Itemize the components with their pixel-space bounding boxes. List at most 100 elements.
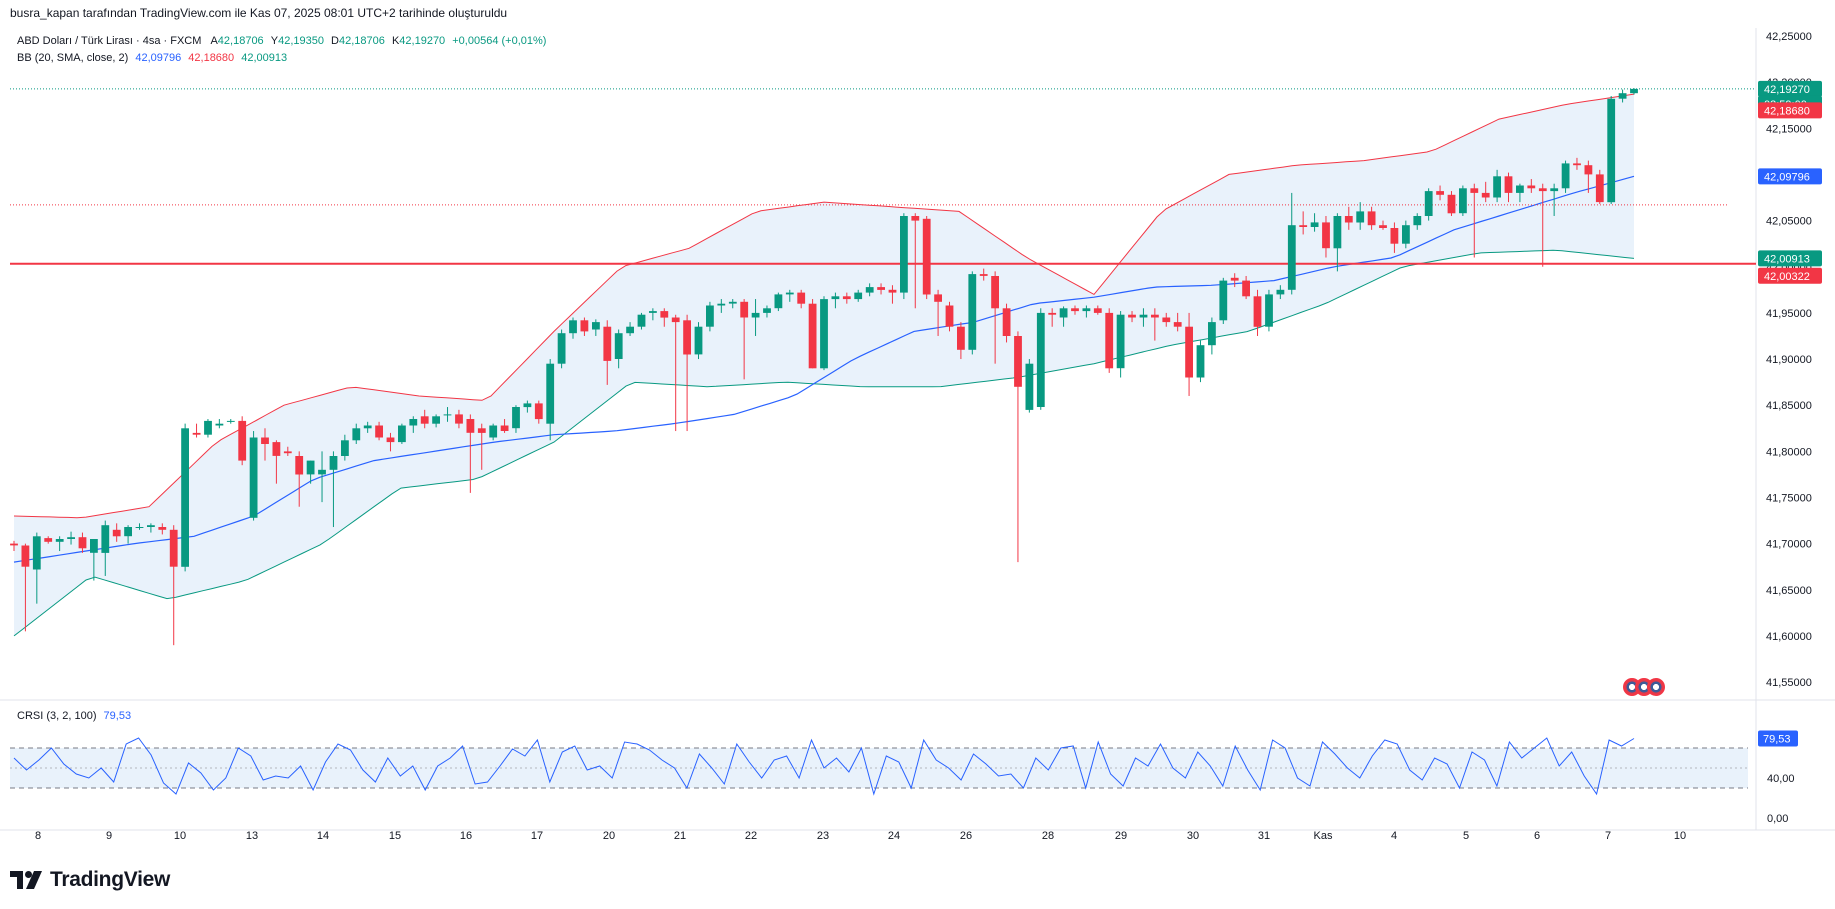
candle-body — [112, 529, 121, 537]
price-tag — [1758, 168, 1822, 185]
candle-body — [569, 320, 577, 334]
economic-events[interactable] — [1623, 678, 1665, 696]
tradingview-logo-icon — [10, 871, 42, 889]
candle-body — [363, 425, 372, 429]
candle-body — [169, 529, 178, 567]
crsi-legend: CRSI (3, 2, 100) 79,53 — [17, 710, 131, 722]
candle-body — [295, 456, 304, 475]
candle-body — [922, 218, 931, 295]
candle-body — [1436, 191, 1444, 195]
candle-body — [192, 432, 201, 435]
price-tick-label: 41,55000 — [1766, 677, 1812, 689]
time-tick-label: 8 — [35, 830, 41, 842]
candle-body — [398, 425, 406, 443]
time-tick-label: 4 — [1391, 830, 1397, 842]
candle-body — [1139, 314, 1148, 318]
candle-body — [888, 289, 897, 293]
candle-body — [1185, 326, 1193, 378]
price-tick-label: 41,70000 — [1766, 539, 1812, 551]
candle-body — [489, 425, 498, 438]
candle-body — [261, 437, 269, 444]
time-tick-label: 10 — [174, 830, 186, 842]
candle-body — [1276, 289, 1285, 295]
candle-body — [728, 301, 737, 304]
close-value: 42,19270 — [399, 35, 446, 47]
candle-body — [1344, 216, 1353, 223]
bb-basis-value: 42,09796 — [135, 52, 182, 64]
candle-body — [147, 525, 155, 527]
candle-body — [877, 287, 885, 290]
time-tick-label: 13 — [246, 830, 258, 842]
candle-body — [614, 333, 623, 359]
candle-body — [10, 543, 18, 546]
candle-body — [272, 442, 281, 456]
candle-body — [1402, 225, 1410, 244]
snapshot-caption: busra_kapan tarafından TradingView.com i… — [10, 6, 508, 20]
candle-body — [797, 292, 806, 304]
candle-body — [637, 314, 646, 327]
candle-body — [785, 292, 794, 295]
price-tick-label: 42,05000 — [1766, 216, 1812, 228]
time-tick-label: 7 — [1605, 830, 1611, 842]
candle-body — [911, 216, 920, 221]
event-flag-icon[interactable] — [1647, 678, 1665, 696]
candle-body — [979, 274, 988, 276]
candle-body — [660, 311, 669, 318]
time-tick-label: 16 — [460, 830, 472, 842]
candle-body — [546, 363, 555, 424]
price-tag-label: 42,18680 — [1764, 105, 1810, 117]
candle-body — [409, 419, 418, 426]
candle-body — [854, 292, 863, 300]
candle-body — [934, 294, 942, 302]
candle-body — [831, 296, 840, 300]
price-tag-label: 42,00322 — [1764, 271, 1810, 283]
time-tick-label: 6 — [1534, 830, 1540, 842]
time-tick-label: Kas — [1314, 830, 1333, 842]
crsi-value: 79,53 — [103, 710, 132, 722]
bb-lower-line — [13, 249, 1635, 637]
candle-body — [124, 527, 132, 537]
candle-body — [78, 537, 87, 549]
candle-body — [135, 527, 144, 528]
candle-body — [694, 326, 703, 355]
candle-body — [671, 317, 680, 323]
time-tick-label: 21 — [674, 830, 686, 842]
time-tick-label: 22 — [745, 830, 757, 842]
time-tick-label: 23 — [817, 830, 829, 842]
candle-body — [318, 469, 326, 475]
candle-body — [341, 440, 349, 456]
symbol-legend: ABD Doları / Türk Lirası · 4sa · FXCM A4… — [17, 35, 546, 47]
candle-body — [477, 428, 486, 433]
candle-body — [1036, 312, 1045, 407]
candle-body — [1242, 280, 1250, 297]
candle-body — [329, 456, 338, 470]
candle-body — [991, 276, 999, 309]
candle-body — [1333, 216, 1342, 249]
crsi-tick-label: 40,00 — [1767, 773, 1795, 785]
bb-lower-value: 42,00913 — [241, 52, 288, 64]
price-tick-label: 41,65000 — [1766, 585, 1812, 597]
time-tick-label: 31 — [1258, 830, 1270, 842]
candle-body — [1093, 308, 1102, 313]
candle-body — [420, 416, 429, 424]
price-tag — [1758, 267, 1822, 284]
price-tick-label: 41,60000 — [1766, 631, 1812, 643]
crsi-label: CRSI (3, 2, 100) — [17, 710, 97, 722]
price-tick-label: 41,75000 — [1766, 493, 1812, 505]
candle-body — [238, 420, 247, 461]
price-tag-label: 42,09796 — [1764, 171, 1810, 183]
candle-body — [21, 545, 30, 567]
candle-body — [1527, 185, 1536, 189]
candle-body — [55, 539, 64, 542]
high-value: 42,19350 — [278, 35, 324, 47]
candle-body — [774, 294, 783, 309]
price-tag-label: 42,19270 — [1764, 84, 1810, 96]
candle-body — [808, 303, 817, 369]
price-tick-label: 41,90000 — [1766, 354, 1812, 366]
price-tag-label: 42,00913 — [1764, 253, 1810, 265]
candle-body — [1253, 296, 1262, 327]
candle-body — [820, 299, 828, 369]
candle-body — [1459, 188, 1467, 214]
candle-body — [1014, 336, 1022, 387]
